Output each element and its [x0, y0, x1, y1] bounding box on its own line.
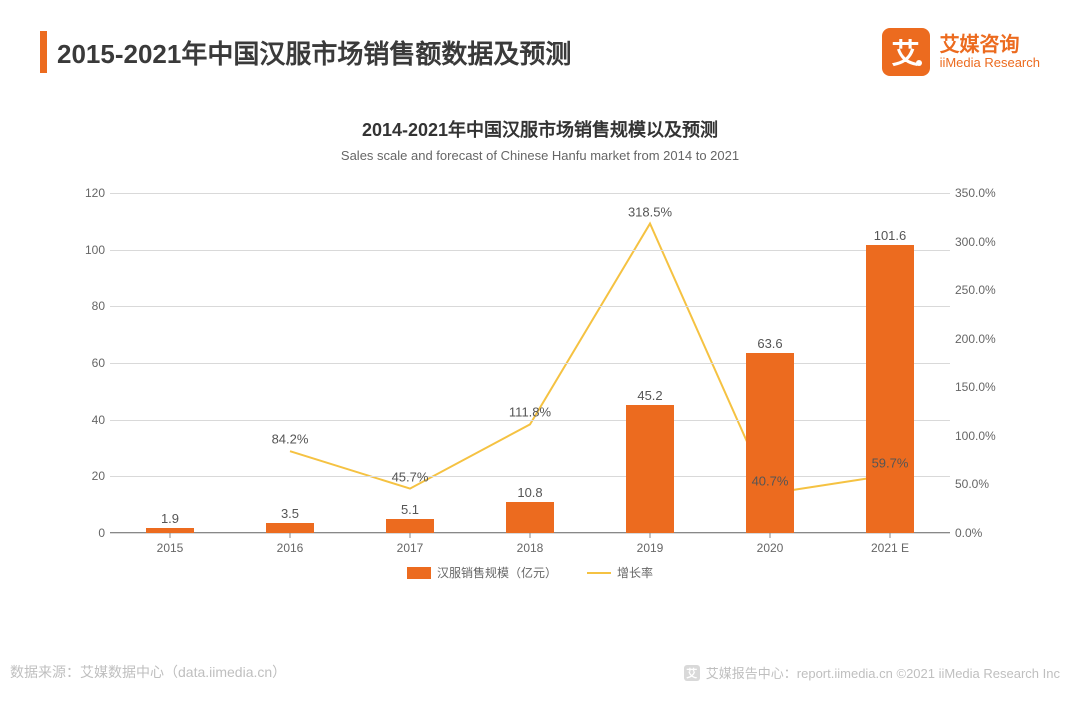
legend-bar-label: 汉服销售规模（亿元） [437, 564, 557, 581]
y-right-tick: 350.0% [955, 186, 1010, 200]
legend-bar: 汉服销售规模（亿元） [407, 564, 557, 581]
bar [746, 353, 794, 533]
swatch-bar-icon [407, 567, 431, 579]
swatch-line-icon [587, 572, 611, 574]
growth-label: 318.5% [628, 204, 672, 219]
bar-value-label: 5.1 [380, 502, 440, 517]
x-tick-label: 2021 E [850, 541, 930, 555]
x-tick-mark [530, 533, 531, 538]
bar [626, 405, 674, 533]
logo-text-en: iiMedia Research [940, 56, 1040, 70]
logo-badge-icon: 艾 [882, 28, 930, 76]
x-tick-mark [290, 533, 291, 538]
bar [266, 523, 314, 533]
footer-source: 数据来源：艾媒数据中心（data.iimedia.cn） [10, 662, 286, 682]
chart-title-cn: 2014-2021年中国汉服市场销售规模以及预测 [0, 116, 1080, 142]
y-right-tick: 150.0% [955, 380, 1010, 394]
grid-line [110, 476, 950, 477]
grid-line [110, 363, 950, 364]
y-right-tick: 250.0% [955, 283, 1010, 297]
grid-line [110, 250, 950, 251]
chart-area: 汉服销售规模（亿元） 增长率 0 20 40 60 80 100 120 0.0% 50.0% 1… [60, 183, 1020, 583]
page-title: 2015-2021年中国汉服市场销售额数据及预测 [57, 34, 571, 71]
x-tick-label: 2018 [490, 541, 570, 555]
growth-label: 111.8% [509, 405, 551, 420]
y-left-tick: 80 [70, 299, 105, 313]
growth-label: 45.7% [392, 469, 429, 484]
y-right-tick: 50.0% [955, 477, 1010, 491]
bar-value-label: 45.2 [620, 388, 680, 403]
bar-value-label: 63.6 [740, 336, 800, 351]
brand-logo: 艾 艾媒咨询 iiMedia Research [882, 28, 1040, 76]
footer-copyright: 艾 艾媒报告中心：report.iimedia.cn ©2021 iiMedia… [684, 663, 1060, 682]
y-left-tick: 40 [70, 413, 105, 427]
x-tick-label: 2015 [130, 541, 210, 555]
y-left-tick: 100 [70, 243, 105, 257]
growth-label: 40.7% [752, 474, 789, 489]
footer-logo-icon: 艾 [684, 665, 700, 681]
y-left-tick: 20 [70, 469, 105, 483]
bar [506, 502, 554, 533]
header: 2015-2021年中国汉服市场销售额数据及预测 艾 艾媒咨询 iiMedia … [0, 0, 1080, 76]
accent-bar [40, 31, 47, 73]
title-wrap: 2015-2021年中国汉服市场销售额数据及预测 [40, 31, 571, 73]
grid-line [110, 306, 950, 307]
bar-value-label: 101.6 [860, 228, 920, 243]
y-left-tick: 0 [70, 526, 105, 540]
logo-text-cn: 艾媒咨询 [940, 34, 1040, 56]
y-right-tick: 0.0% [955, 526, 1010, 540]
growth-label: 84.2% [272, 432, 309, 447]
legend-line: 增长率 [587, 564, 653, 581]
x-tick-mark [410, 533, 411, 538]
x-tick-label: 2017 [370, 541, 450, 555]
x-tick-label: 2020 [730, 541, 810, 555]
y-left-tick: 120 [70, 186, 105, 200]
chart-titles: 2014-2021年中国汉服市场销售规模以及预测 Sales scale and… [0, 116, 1080, 163]
x-tick-mark [650, 533, 651, 538]
grid-line [110, 193, 950, 194]
y-left-tick: 60 [70, 356, 105, 370]
y-right-tick: 100.0% [955, 429, 1010, 443]
bar-value-label: 10.8 [500, 485, 560, 500]
bar [146, 528, 194, 533]
bar-value-label: 3.5 [260, 506, 320, 521]
legend-line-label: 增长率 [617, 564, 653, 581]
footer-right-text: 艾媒报告中心：report.iimedia.cn ©2021 iiMedia R… [706, 663, 1060, 682]
x-tick-mark [170, 533, 171, 538]
x-tick-label: 2019 [610, 541, 690, 555]
chart-title-en: Sales scale and forecast of Chinese Hanf… [0, 148, 1080, 163]
growth-label: 59.7% [872, 456, 909, 471]
y-right-tick: 300.0% [955, 235, 1010, 249]
bar [386, 519, 434, 533]
x-tick-mark [770, 533, 771, 538]
y-right-tick: 200.0% [955, 332, 1010, 346]
bar-value-label: 1.9 [140, 511, 200, 526]
legend: 汉服销售规模（亿元） 增长率 [110, 564, 950, 581]
x-tick-mark [890, 533, 891, 538]
x-tick-label: 2016 [250, 541, 330, 555]
bar [866, 245, 914, 533]
plot-region: 汉服销售规模（亿元） 增长率 0204060801001200.0%50.0%1… [110, 193, 950, 533]
